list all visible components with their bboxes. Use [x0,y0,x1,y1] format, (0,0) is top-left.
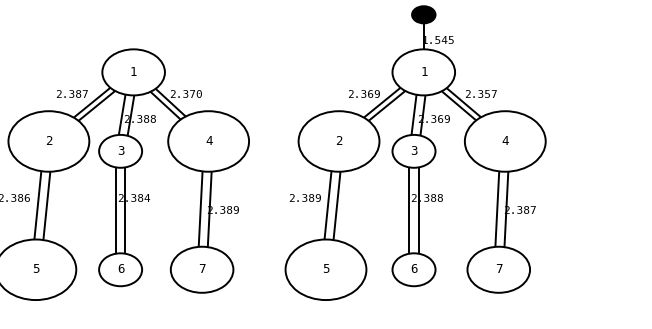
Text: 6: 6 [410,263,418,276]
Text: 2.384: 2.384 [117,194,151,204]
Text: 2.369: 2.369 [347,90,381,100]
Ellipse shape [99,253,142,286]
Text: 4: 4 [205,135,213,148]
Text: 4: 4 [501,135,509,148]
Text: 2.386: 2.386 [0,194,31,204]
Ellipse shape [393,253,436,286]
Text: 2.357: 2.357 [464,90,497,100]
Ellipse shape [99,135,142,168]
Text: 7: 7 [495,263,503,276]
Text: 1.545: 1.545 [422,36,456,46]
Text: 6: 6 [117,263,125,276]
Text: 1: 1 [130,66,138,79]
Text: 3: 3 [410,145,418,158]
Text: 2.388: 2.388 [123,115,157,125]
Ellipse shape [393,49,455,95]
Text: 5: 5 [32,263,40,276]
Ellipse shape [102,49,165,95]
Text: 2.387: 2.387 [503,206,537,215]
Text: 5: 5 [322,263,330,276]
Text: 2.370: 2.370 [169,90,203,100]
Text: 7: 7 [198,263,206,276]
Text: 2.389: 2.389 [206,206,240,215]
Text: 2: 2 [45,135,53,148]
Text: 3: 3 [117,145,125,158]
Ellipse shape [412,6,436,23]
Ellipse shape [467,247,530,293]
Text: 2: 2 [335,135,343,148]
Text: 2.387: 2.387 [55,90,89,100]
Ellipse shape [286,240,366,300]
Ellipse shape [299,111,379,172]
Ellipse shape [171,247,233,293]
Ellipse shape [0,240,76,300]
Ellipse shape [168,111,249,172]
Ellipse shape [465,111,546,172]
Text: 1: 1 [420,66,428,79]
Ellipse shape [393,135,436,168]
Text: 2.388: 2.388 [410,194,444,204]
Text: 2.369: 2.369 [417,115,451,125]
Text: 2.389: 2.389 [288,194,322,204]
Ellipse shape [8,111,89,172]
